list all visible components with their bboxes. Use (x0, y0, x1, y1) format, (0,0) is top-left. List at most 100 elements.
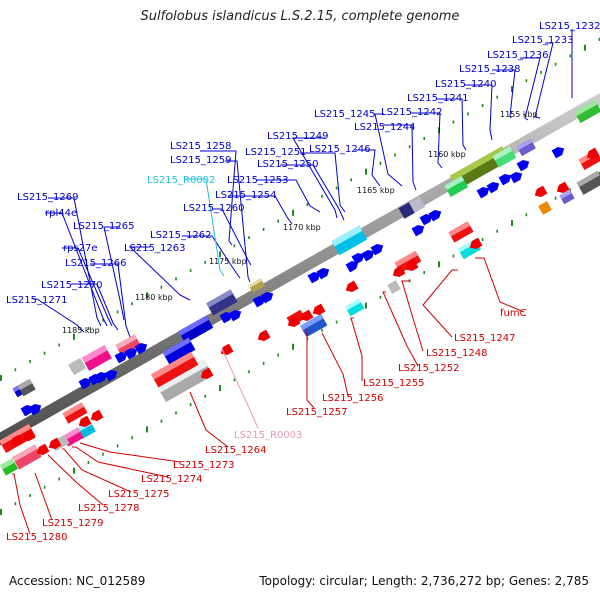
sequence-axis (0, 93, 600, 446)
gene-label[interactable]: LS215_1278 (78, 503, 139, 514)
gene-label[interactable]: LS215_1271 (6, 295, 67, 306)
gene-label[interactable]: LS215_1244 (354, 122, 415, 133)
forward-gene-arrow (88, 373, 102, 386)
tick-mark (131, 302, 133, 306)
reverse-gene-arrow (586, 147, 600, 160)
tick-mark (569, 54, 571, 58)
tick-mark (248, 236, 250, 240)
reverse-gene-arrow (36, 443, 50, 456)
tick-mark (423, 137, 425, 140)
gene-label[interactable]: LS215_1251 (245, 147, 306, 158)
tick-mark (73, 467, 75, 474)
forward-gene-arrow (28, 403, 42, 416)
tick-mark (306, 203, 309, 207)
forward-gene-arrow (486, 181, 500, 194)
gene-label[interactable]: LS215_1247 (454, 333, 515, 344)
tick-mark (131, 436, 133, 440)
reverse-gene-arrow (10, 434, 24, 447)
gene-label[interactable]: LS215_1258 (170, 141, 231, 152)
gene-label[interactable]: LS215_1254 (215, 190, 276, 201)
gene-block-1258 (206, 289, 238, 316)
reverse-gene-labels: fumC LS215_1247 LS215_1248 LS215_1252 LS… (6, 308, 527, 543)
gene-block-r2 (576, 170, 600, 195)
forward-gene-arrow (124, 347, 138, 360)
tick-mark (496, 229, 498, 233)
gene-label[interactable]: rpl44e (45, 208, 77, 219)
gene-label[interactable]: fumC (500, 308, 527, 319)
tick-mark (452, 254, 455, 258)
gene-block-1280 (0, 458, 19, 476)
tick-mark (584, 44, 586, 51)
gene-label[interactable]: LS215_1274 (141, 474, 202, 485)
gene-label[interactable]: LS215_1236 (487, 50, 548, 61)
tick-mark (540, 71, 542, 74)
gene-block-1255 (345, 298, 365, 317)
gene-label[interactable]: LS215_1265 (73, 221, 134, 232)
gene-label[interactable]: LS215_1262 (150, 230, 211, 241)
gene-label[interactable]: rps27e (63, 243, 98, 254)
gene-label[interactable]: LS215_1241 (407, 93, 468, 104)
gene-label[interactable]: LS215_1269 (17, 192, 78, 203)
forward-strand-genes (12, 99, 600, 398)
tick-mark (554, 62, 557, 66)
gene-label[interactable]: LS215_1256 (322, 393, 383, 404)
tick-mark (481, 238, 484, 241)
gene-label[interactable]: LS215_1263 (124, 243, 185, 254)
gene-label[interactable]: LS215_1259 (170, 155, 231, 166)
gene-label[interactable]: LS215_1253 (227, 175, 288, 186)
gene-label[interactable]: LS215_1242 (381, 107, 442, 118)
forward-gene-labels: LS215_1232 LS215_1233 LS215_1236 LS215_1… (6, 21, 600, 306)
gene-label[interactable]: LS215_1245 (314, 109, 375, 120)
gene-label[interactable]: LS215_1238 (459, 64, 520, 75)
forward-gene-arrow (104, 369, 118, 382)
tick-labels: 1155 kbp 1160 kbp 1165 kbp 1170 kbp 1175… (62, 110, 538, 335)
rna-gene-label[interactable]: LS215_R0002 (147, 175, 215, 186)
gene-block-1262 (178, 315, 214, 344)
tick-mark (29, 360, 31, 363)
tick-mark (321, 194, 323, 198)
reverse-gene-arrow (22, 429, 36, 442)
gene-block-1240 (492, 146, 517, 168)
gene-label[interactable]: LS215_1233 (512, 35, 573, 46)
gene-label[interactable]: LS215_1246 (309, 144, 370, 155)
rna-leader-line-reverse (221, 348, 259, 429)
tick-mark (379, 295, 382, 299)
rna-gene-label[interactable]: LS215_R0003 (234, 430, 302, 441)
gene-label[interactable]: LS215_1249 (267, 131, 328, 142)
forward-gene-arrow (252, 295, 266, 308)
reverse-arrow-clusters (10, 147, 600, 456)
gene-block-1263 (162, 337, 196, 365)
gene-label[interactable]: LS215_1240 (435, 79, 496, 90)
gene-label[interactable]: LS215_1257 (286, 407, 347, 418)
tick-mark (321, 328, 323, 332)
tick-mark (262, 227, 265, 231)
rna-forward-labels: LS215_R0002 (147, 175, 215, 186)
gene-label[interactable]: LS215_1275 (108, 489, 169, 500)
gene-label[interactable]: LS215_1248 (426, 348, 487, 359)
tick-mark (116, 310, 119, 314)
gene-block-fumC (448, 221, 474, 243)
forward-gene-arrow (228, 309, 242, 322)
gene-label[interactable]: LS215_1252 (398, 363, 459, 374)
gene-label[interactable]: LS215_1266 (65, 258, 126, 269)
gene-label[interactable]: LS215_1232 (539, 21, 600, 32)
tick-mark (160, 419, 163, 423)
tick-mark (175, 277, 177, 281)
gene-label[interactable]: LS215_1273 (173, 460, 234, 471)
gene-label[interactable]: LS215_1260 (183, 203, 244, 214)
forward-gene-arrow (411, 224, 425, 237)
gene-label[interactable]: LS215_1255 (363, 378, 424, 389)
gene-label[interactable]: LS215_1279 (42, 518, 103, 529)
reverse-gene-arrow (220, 343, 234, 356)
forward-gene-arrow (516, 159, 530, 172)
tick-mark (219, 385, 221, 392)
gene-label[interactable]: LS215_1264 (205, 445, 266, 456)
gene-label[interactable]: LS215_1280 (6, 532, 67, 543)
tick-mark (204, 394, 206, 398)
gene-label[interactable]: LS215_1270 (41, 280, 102, 291)
reverse-gene-arrow (200, 367, 214, 380)
gene-block-r3 (559, 189, 575, 205)
tick-mark (189, 269, 192, 273)
gene-label[interactable]: LS215_1250 (257, 159, 318, 170)
